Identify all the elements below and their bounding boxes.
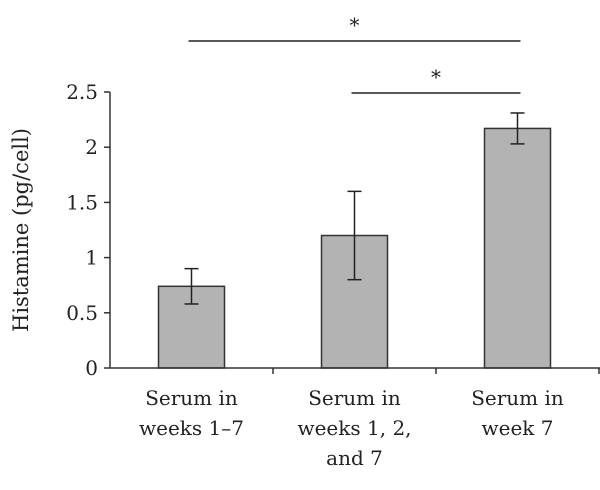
y-tick-label: 1: [85, 246, 98, 270]
x-category-label-line: weeks 1–7: [139, 416, 244, 440]
bar: [483, 127, 552, 369]
x-category-label: Serum in week 7: [471, 386, 564, 440]
bars: [157, 127, 552, 369]
y-tick-label: 0.5: [66, 301, 98, 325]
significance-label: *: [431, 65, 441, 89]
x-category-labels: Serum in weeks 1–7 Serum in weeks 1, 2, and …: [139, 386, 564, 470]
y-axis-title: Histamine (pg/cell): [9, 128, 33, 332]
y-tick-label: 2: [85, 135, 98, 159]
y-tick-label: 2.5: [66, 80, 98, 104]
x-category-label-line: and 7: [326, 446, 383, 470]
significance-brackets: **: [188, 13, 521, 94]
x-category-label-line: week 7: [482, 416, 554, 440]
x-category-label: Serum in weeks 1–7: [139, 386, 244, 440]
axes: [109, 92, 600, 369]
x-category-label-line: Serum in: [145, 386, 238, 410]
error-bars: [184, 112, 525, 305]
x-category-label: Serum in weeks 1, 2, and 7: [297, 386, 411, 470]
y-tick-label: 0: [85, 356, 98, 380]
x-category-label-line: Serum in: [471, 386, 564, 410]
y-tick-label: 1.5: [66, 190, 98, 214]
y-ticks: 0 0.5 1 1.5 2 2.5: [66, 80, 600, 380]
x-category-label-line: weeks 1, 2,: [297, 416, 411, 440]
significance-label: *: [350, 13, 360, 37]
x-category-label-line: Serum in: [308, 386, 401, 410]
